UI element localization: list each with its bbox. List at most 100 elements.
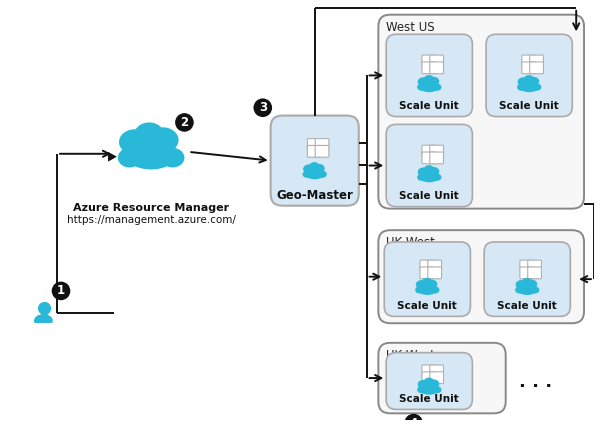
FancyBboxPatch shape	[522, 62, 536, 74]
Text: Scale Unit: Scale Unit	[400, 101, 459, 111]
FancyBboxPatch shape	[379, 15, 584, 208]
Text: 3: 3	[259, 101, 267, 114]
Ellipse shape	[424, 378, 434, 386]
Ellipse shape	[119, 129, 151, 155]
FancyBboxPatch shape	[422, 145, 436, 157]
Text: https://management.azure.com/: https://management.azure.com/	[67, 214, 236, 224]
Text: Scale Unit: Scale Unit	[400, 394, 459, 404]
FancyBboxPatch shape	[307, 139, 321, 150]
Ellipse shape	[417, 386, 426, 393]
Ellipse shape	[305, 168, 325, 179]
Text: 1: 1	[57, 284, 65, 297]
FancyBboxPatch shape	[430, 152, 443, 164]
FancyBboxPatch shape	[430, 145, 443, 157]
Ellipse shape	[424, 75, 434, 84]
Ellipse shape	[416, 280, 427, 289]
Ellipse shape	[528, 77, 539, 86]
FancyBboxPatch shape	[422, 372, 436, 384]
FancyBboxPatch shape	[430, 62, 443, 74]
Ellipse shape	[518, 77, 529, 86]
FancyBboxPatch shape	[420, 260, 434, 272]
Text: Azure Resource Manager: Azure Resource Manager	[73, 203, 229, 213]
FancyBboxPatch shape	[384, 242, 470, 316]
Ellipse shape	[426, 280, 437, 289]
Ellipse shape	[519, 81, 539, 92]
Ellipse shape	[134, 122, 164, 146]
Ellipse shape	[303, 164, 314, 173]
Circle shape	[38, 302, 51, 315]
Ellipse shape	[419, 81, 439, 92]
FancyBboxPatch shape	[522, 55, 536, 67]
Ellipse shape	[302, 171, 311, 178]
FancyBboxPatch shape	[422, 62, 436, 74]
Text: 4: 4	[409, 417, 418, 429]
Text: Scale Unit: Scale Unit	[499, 101, 559, 111]
Ellipse shape	[517, 284, 538, 295]
Ellipse shape	[428, 379, 439, 388]
FancyBboxPatch shape	[420, 267, 434, 279]
Ellipse shape	[433, 174, 442, 181]
Polygon shape	[108, 152, 117, 162]
Ellipse shape	[515, 287, 524, 293]
FancyBboxPatch shape	[315, 145, 329, 157]
Ellipse shape	[524, 75, 534, 84]
Ellipse shape	[433, 386, 442, 393]
Ellipse shape	[41, 313, 49, 320]
Ellipse shape	[419, 171, 439, 182]
Ellipse shape	[418, 167, 429, 176]
FancyBboxPatch shape	[271, 115, 359, 205]
Ellipse shape	[417, 174, 426, 181]
Text: UK West: UK West	[386, 349, 435, 362]
Ellipse shape	[533, 84, 541, 91]
FancyBboxPatch shape	[430, 372, 443, 384]
Ellipse shape	[418, 380, 429, 389]
Ellipse shape	[422, 278, 432, 287]
Ellipse shape	[125, 138, 178, 169]
Ellipse shape	[428, 77, 439, 86]
Text: Scale Unit: Scale Unit	[497, 301, 557, 311]
Ellipse shape	[428, 167, 439, 176]
FancyBboxPatch shape	[530, 62, 544, 74]
Text: Geo-Master: Geo-Master	[276, 189, 353, 202]
Ellipse shape	[118, 148, 142, 167]
Bar	[29, 323, 58, 337]
Circle shape	[404, 414, 423, 429]
Ellipse shape	[431, 287, 439, 293]
Circle shape	[52, 281, 70, 300]
Text: Scale Unit: Scale Unit	[400, 191, 459, 201]
FancyBboxPatch shape	[315, 139, 329, 150]
Text: Scale Unit: Scale Unit	[397, 301, 457, 311]
Circle shape	[175, 113, 194, 132]
Text: West US: West US	[386, 21, 435, 34]
FancyBboxPatch shape	[379, 343, 506, 413]
Ellipse shape	[433, 84, 442, 91]
Ellipse shape	[161, 148, 184, 167]
Ellipse shape	[531, 287, 539, 293]
FancyBboxPatch shape	[422, 152, 436, 164]
Ellipse shape	[419, 384, 439, 395]
FancyBboxPatch shape	[307, 145, 321, 157]
FancyBboxPatch shape	[528, 267, 541, 279]
FancyBboxPatch shape	[520, 267, 533, 279]
Ellipse shape	[522, 278, 532, 287]
Ellipse shape	[147, 127, 179, 153]
FancyBboxPatch shape	[422, 55, 436, 67]
Ellipse shape	[34, 314, 53, 327]
FancyBboxPatch shape	[428, 267, 442, 279]
FancyBboxPatch shape	[428, 260, 442, 272]
Text: UK West: UK West	[386, 236, 435, 249]
Ellipse shape	[309, 162, 320, 171]
Text: 2: 2	[181, 116, 188, 129]
Ellipse shape	[417, 84, 426, 91]
FancyBboxPatch shape	[422, 365, 436, 377]
Ellipse shape	[417, 284, 437, 295]
Ellipse shape	[415, 287, 424, 293]
Ellipse shape	[313, 164, 325, 173]
FancyBboxPatch shape	[386, 124, 472, 207]
FancyBboxPatch shape	[530, 55, 544, 67]
FancyBboxPatch shape	[486, 34, 572, 117]
FancyBboxPatch shape	[484, 242, 571, 316]
FancyBboxPatch shape	[528, 260, 541, 272]
Ellipse shape	[515, 280, 527, 289]
FancyBboxPatch shape	[430, 55, 443, 67]
